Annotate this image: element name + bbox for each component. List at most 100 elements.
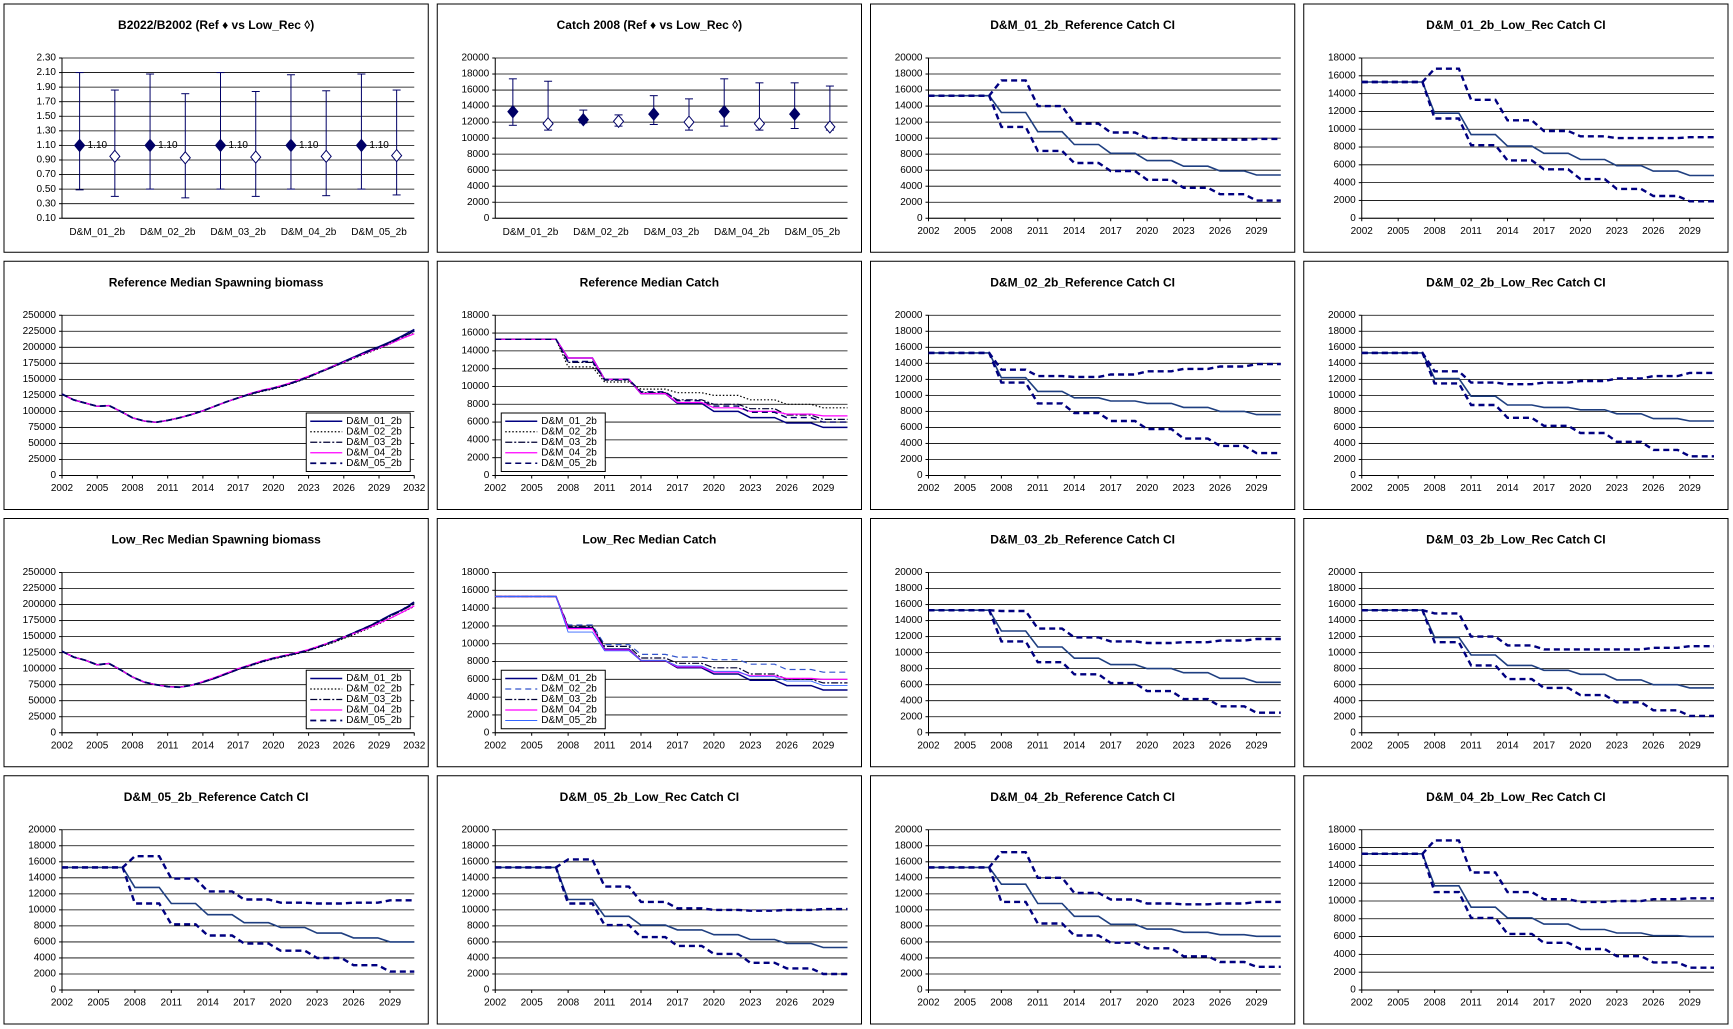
data-label: 1.10 xyxy=(88,140,108,151)
chart-title: Catch 2008 (Ref ♦ vs Low_Rec ◊) xyxy=(557,18,742,32)
x-tick-label: 2011 xyxy=(161,998,183,1009)
data-label: 1.10 xyxy=(158,140,178,151)
x-tick-label: 2029 xyxy=(368,483,391,494)
x-tick-label: 2029 xyxy=(1679,226,1702,237)
series-line xyxy=(495,866,848,976)
legend-label: D&M_01_2b xyxy=(346,673,402,684)
x-tick-label: 2014 xyxy=(1063,483,1086,494)
y-tick-label: 1.70 xyxy=(37,96,57,107)
panel-frame xyxy=(870,518,1296,768)
y-tick-label: 2000 xyxy=(467,452,490,463)
x-tick-label: 2023 xyxy=(739,740,762,751)
x-tick-label: 2002 xyxy=(1351,740,1374,751)
x-tick-label: 2014 xyxy=(197,998,220,1009)
x-tick-label: 2002 xyxy=(484,740,507,751)
x-tick-label: 2005 xyxy=(86,483,109,494)
x-tick-label: 2002 xyxy=(484,998,507,1009)
x-tick-label: D&M_03_2b xyxy=(644,227,700,238)
y-tick-label: 4000 xyxy=(900,953,923,964)
chart-panel: D&M_04_2b_Low_Rec Catch CI 0 2000 4000 6000 8… xyxy=(1303,775,1729,1025)
x-tick-label: 2008 xyxy=(557,483,580,494)
panel-frame xyxy=(870,260,1296,510)
chart-panel: B2022/B2002 (Ref ♦ vs Low_Rec ◊) 0.10 0.30… xyxy=(3,3,429,253)
y-tick-label: 16000 xyxy=(28,856,56,867)
series-line xyxy=(1361,609,1714,689)
y-tick-label: 6000 xyxy=(467,165,490,176)
y-tick-label: 125000 xyxy=(23,647,57,658)
marker xyxy=(320,149,332,164)
x-tick-label: 2005 xyxy=(954,226,977,237)
x-tick-label: 2017 xyxy=(1100,740,1123,751)
y-tick-label: 6000 xyxy=(467,937,490,948)
series-line xyxy=(1361,839,1714,904)
x-tick-label: 2002 xyxy=(917,740,940,751)
x-tick-label: 2005 xyxy=(521,483,544,494)
x-tick-label: 2017 xyxy=(227,740,250,751)
y-tick-label: 1.90 xyxy=(37,82,57,93)
x-tick-label: 2011 xyxy=(157,740,179,751)
x-tick-label: 2008 xyxy=(121,483,144,494)
series-line xyxy=(928,609,1281,714)
y-tick-label: 14000 xyxy=(461,346,489,357)
chart-panel: Low_Rec Median Spawning biomass 0 25000 500… xyxy=(3,518,429,768)
x-tick-label: 2014 xyxy=(1496,226,1519,237)
panel-frame xyxy=(3,3,429,253)
x-tick-label: D&M_04_2b xyxy=(281,227,337,238)
x-tick-label: 2029 xyxy=(1245,483,1268,494)
y-tick-label: 0 xyxy=(50,985,56,996)
y-tick-label: 50000 xyxy=(28,438,56,449)
x-tick-label: 2026 xyxy=(1209,740,1232,751)
x-tick-label: D&M_02_2b xyxy=(573,227,629,238)
y-tick-label: 100000 xyxy=(23,663,57,674)
chart-panel: Low_Rec Median Catch 0 2000 4000 6000 8000 100… xyxy=(436,518,862,768)
y-tick-label: 12000 xyxy=(895,117,923,128)
x-tick-label: 2020 xyxy=(1569,998,1592,1009)
x-tick-label: 2020 xyxy=(1569,226,1592,237)
y-tick-label: 2000 xyxy=(1334,967,1357,978)
y-tick-label: 18000 xyxy=(895,840,923,851)
y-tick-label: 4000 xyxy=(467,692,490,703)
y-tick-label: 18000 xyxy=(895,326,923,337)
y-tick-label: 16000 xyxy=(461,585,489,596)
y-tick-label: 6000 xyxy=(900,937,923,948)
y-tick-label: 250000 xyxy=(23,310,57,321)
y-tick-label: 1.10 xyxy=(37,140,57,151)
x-tick-label: 2029 xyxy=(1679,998,1702,1009)
marker xyxy=(577,112,589,127)
y-tick-label: 2000 xyxy=(900,711,923,722)
chart-panel: Reference Median Spawning biomass 0 25000 5… xyxy=(3,260,429,510)
x-tick-label: 2017 xyxy=(1533,226,1556,237)
series-line xyxy=(62,866,415,973)
y-tick-label: 12000 xyxy=(1328,106,1356,117)
y-tick-label: 0 xyxy=(1350,213,1356,224)
series-line xyxy=(61,601,415,689)
y-tick-label: 0 xyxy=(917,470,923,481)
x-tick-label: 2020 xyxy=(1136,226,1159,237)
x-tick-label: 2008 xyxy=(1424,740,1447,751)
y-tick-label: 2000 xyxy=(467,969,490,980)
y-tick-label: 2000 xyxy=(467,197,490,208)
x-tick-label: 2026 xyxy=(1642,998,1665,1009)
y-tick-label: 14000 xyxy=(28,872,56,883)
x-tick-label: 2023 xyxy=(297,483,320,494)
legend: D&M_01_2bD&M_02_2bD&M_03_2bD&M_04_2bD&M_… xyxy=(500,412,606,472)
x-tick-label: 2008 xyxy=(990,740,1013,751)
marker xyxy=(355,138,368,153)
panel-frame xyxy=(3,775,429,1025)
marker xyxy=(648,107,660,121)
series-line xyxy=(495,596,848,687)
y-tick-label: 10000 xyxy=(461,381,489,392)
y-tick-label: 20000 xyxy=(28,824,56,835)
marker xyxy=(542,116,554,131)
x-tick-label: 2026 xyxy=(1642,740,1665,751)
series-line xyxy=(1361,609,1714,718)
x-tick-label: 2011 xyxy=(594,998,616,1009)
series-line xyxy=(1361,351,1714,458)
series-line xyxy=(1361,351,1714,386)
y-tick-label: 0 xyxy=(484,727,490,738)
y-tick-label: 8000 xyxy=(34,921,57,932)
y-tick-label: 10000 xyxy=(1328,647,1356,658)
x-tick-label: 2011 xyxy=(594,483,616,494)
y-tick-label: 2000 xyxy=(1334,454,1357,465)
